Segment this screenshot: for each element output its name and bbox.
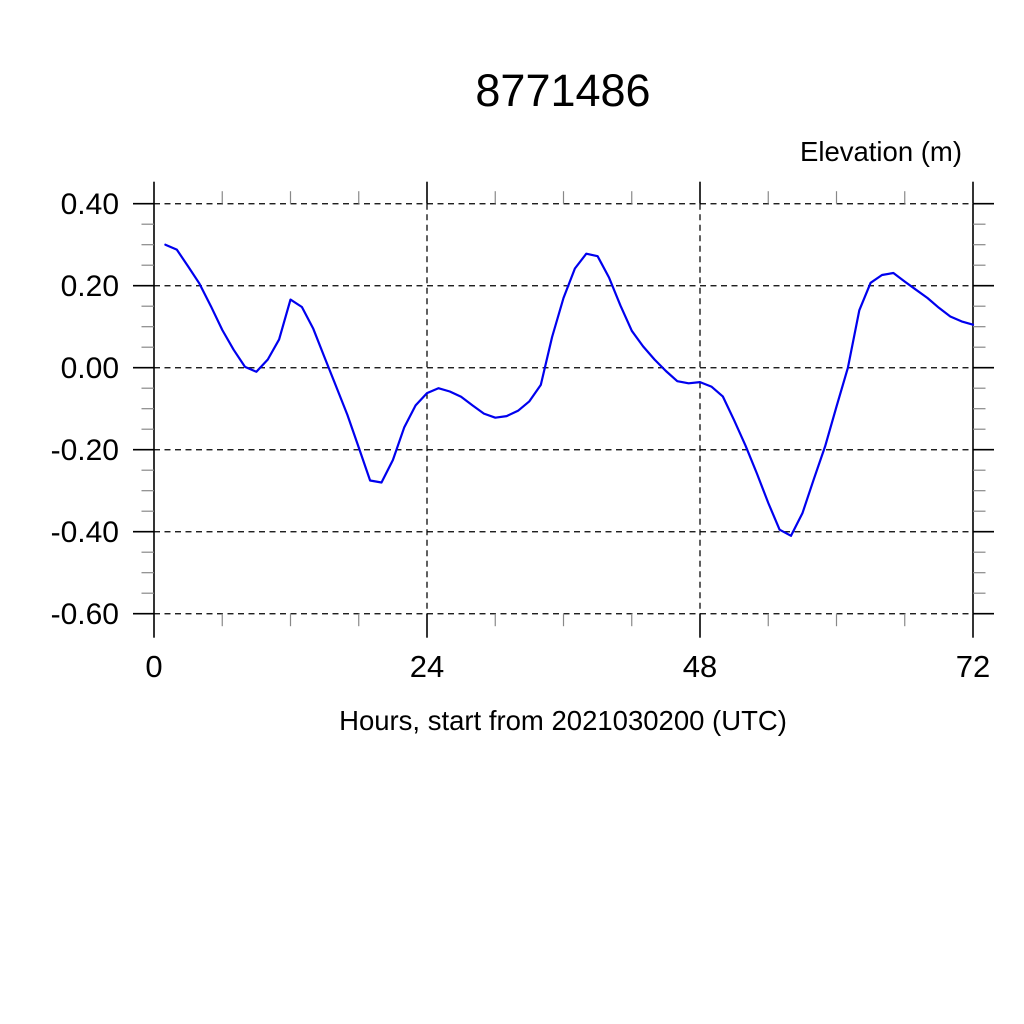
y-tick-label: -0.40 <box>51 516 119 549</box>
chart-title: 8771486 <box>475 65 650 116</box>
y-tick-label: 0.00 <box>61 352 119 385</box>
y-axis-title: Elevation (m) <box>800 136 962 167</box>
x-tick-label: 0 <box>145 649 162 684</box>
elevation-series-line <box>164 243 975 537</box>
x-tick-label: 48 <box>683 649 717 684</box>
grid-layer <box>154 203 973 615</box>
y-tick-label: 0.40 <box>61 188 119 221</box>
tick-label-layer: 0.40 0.20 0.00 -0.20 -0.40 -0.60 0 24 48 72 <box>51 188 991 684</box>
y-tick-label: -0.60 <box>51 598 119 631</box>
y-tick-label: -0.20 <box>51 434 119 467</box>
tick-layer <box>133 181 994 638</box>
x-tick-label: 72 <box>956 649 990 684</box>
series-layer <box>164 243 975 537</box>
x-axis-label: Hours, start from 2021030200 (UTC) <box>339 705 787 736</box>
y-tick-label: 0.20 <box>61 270 119 303</box>
x-tick-label: 24 <box>410 649 444 684</box>
